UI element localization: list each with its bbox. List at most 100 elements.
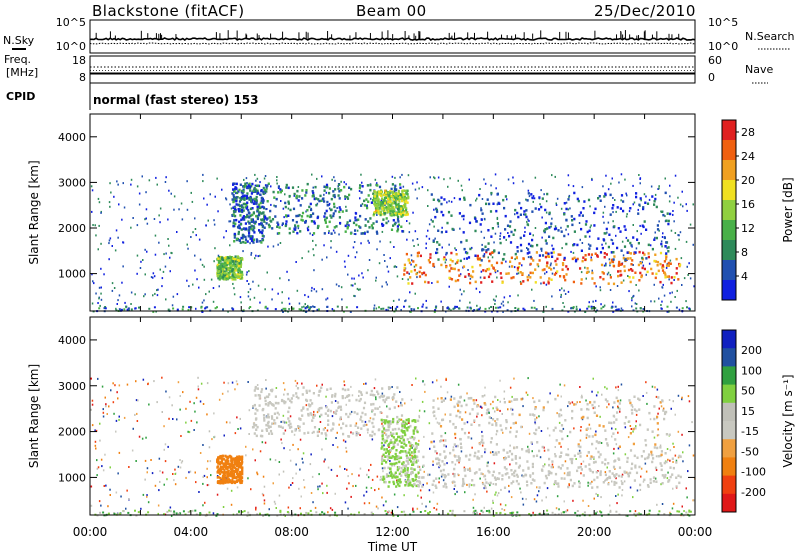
scatter-point: [340, 286, 343, 289]
scatter-point: [167, 445, 169, 448]
ground-clutter: [639, 307, 642, 310]
scatter-point: [560, 445, 562, 448]
region-3-cell: [401, 190, 404, 193]
region-5-cell: [445, 230, 448, 233]
scatter-point: [298, 487, 300, 490]
scatter-point: [202, 444, 204, 446]
scatter-point: [516, 272, 518, 275]
scatter-point: [128, 498, 130, 501]
region-5-cell: [482, 254, 485, 258]
region-1-cell: [250, 220, 253, 223]
scatter-point: [635, 284, 637, 286]
scatter-point: [604, 205, 606, 208]
region-4-cell: [536, 263, 539, 266]
ground-clutter: [125, 305, 128, 308]
region-0-cell: [236, 275, 239, 278]
region-1-cell: [239, 196, 242, 200]
scatter-point: [210, 278, 213, 281]
region-1-cell: [329, 387, 332, 390]
region-5-cell: [520, 249, 523, 253]
region-5-cell: [440, 210, 443, 214]
colorbar-swatch: [722, 180, 736, 201]
region-0-cell: [237, 461, 240, 465]
region-2-cell: [343, 185, 346, 189]
region-0-cell: [237, 478, 240, 481]
region-2-cell: [334, 209, 337, 213]
scatter-point: [108, 239, 111, 242]
region-1-cell: [233, 197, 236, 201]
scatter-point: [312, 501, 314, 504]
scatter-point: [669, 459, 671, 462]
scatter-point: [686, 496, 688, 499]
scatter-point: [158, 489, 160, 492]
ground-clutter: [382, 307, 385, 310]
region-2-cell: [297, 224, 300, 228]
region-0-cell: [241, 469, 244, 472]
region-2-cell: [386, 458, 390, 461]
region-3-cell: [391, 206, 394, 209]
region-2-cell: [400, 474, 403, 477]
region-2-cell: [398, 472, 401, 476]
region-0-cell: [240, 466, 244, 470]
scatter-point: [222, 506, 225, 508]
scatter-point: [147, 383, 149, 386]
region-4-cell: [520, 282, 523, 285]
scatter-point: [156, 401, 158, 404]
region-1-cell: [291, 430, 294, 433]
region-4-cell: [661, 269, 665, 272]
region-2-cell: [264, 215, 267, 219]
ground-clutter: [232, 308, 235, 311]
scatter-point: [669, 511, 671, 514]
region-0-cell: [240, 462, 243, 465]
scatter-point: [330, 240, 332, 243]
region-1-cell: [382, 394, 386, 398]
scatter-point: [436, 251, 439, 254]
scatter-point: [450, 395, 453, 398]
scatter-point: [276, 179, 278, 182]
region-4-cell: [609, 261, 612, 264]
region-2-cell: [274, 205, 277, 208]
region-5-cell: [624, 258, 627, 261]
region-4-cell: [499, 272, 502, 275]
scatter-point: [606, 387, 608, 390]
scatter-point: [502, 300, 504, 303]
region-0-cell: [229, 261, 232, 265]
scatter-point: [321, 175, 323, 178]
region-5-cell: [465, 239, 468, 242]
region-1-cell: [267, 413, 270, 416]
region-2-cell: [325, 216, 328, 220]
ground-clutter: [470, 307, 472, 310]
region-2-cell: [367, 220, 370, 223]
scatter-point: [532, 200, 534, 203]
region-5-cell: [480, 208, 483, 212]
region-3-cell: [375, 194, 378, 198]
region-3-cell: [374, 209, 378, 212]
region-5-cell: [526, 199, 529, 202]
region-2-cell: [381, 425, 384, 428]
region-4-cell: [623, 265, 626, 268]
scatter-point: [674, 454, 677, 457]
region-2-cell: [338, 210, 341, 214]
scatter-point: [602, 215, 604, 218]
region-1-cell: [260, 199, 263, 203]
scatter-point: [367, 269, 369, 272]
region-4-cell: [656, 260, 660, 264]
region-2-cell: [275, 197, 278, 201]
region-2-cell: [387, 485, 390, 488]
scatter-point: [380, 199, 383, 202]
scatter-point: [607, 271, 610, 274]
scatter-point: [163, 253, 165, 256]
scatter-point: [277, 243, 279, 246]
ground-clutter: [282, 310, 284, 313]
scatter-point: [408, 422, 410, 424]
scatter-point: [609, 274, 612, 276]
region-1-cell: [379, 411, 382, 414]
region-1-cell: [354, 424, 357, 427]
region-2-cell: [287, 200, 290, 203]
region-5-cell: [612, 204, 615, 207]
scatter-point: [622, 279, 625, 282]
scatter-point: [111, 289, 114, 292]
scatter-point: [639, 224, 641, 227]
scatter-point: [338, 233, 340, 236]
scatter-point: [452, 446, 455, 449]
